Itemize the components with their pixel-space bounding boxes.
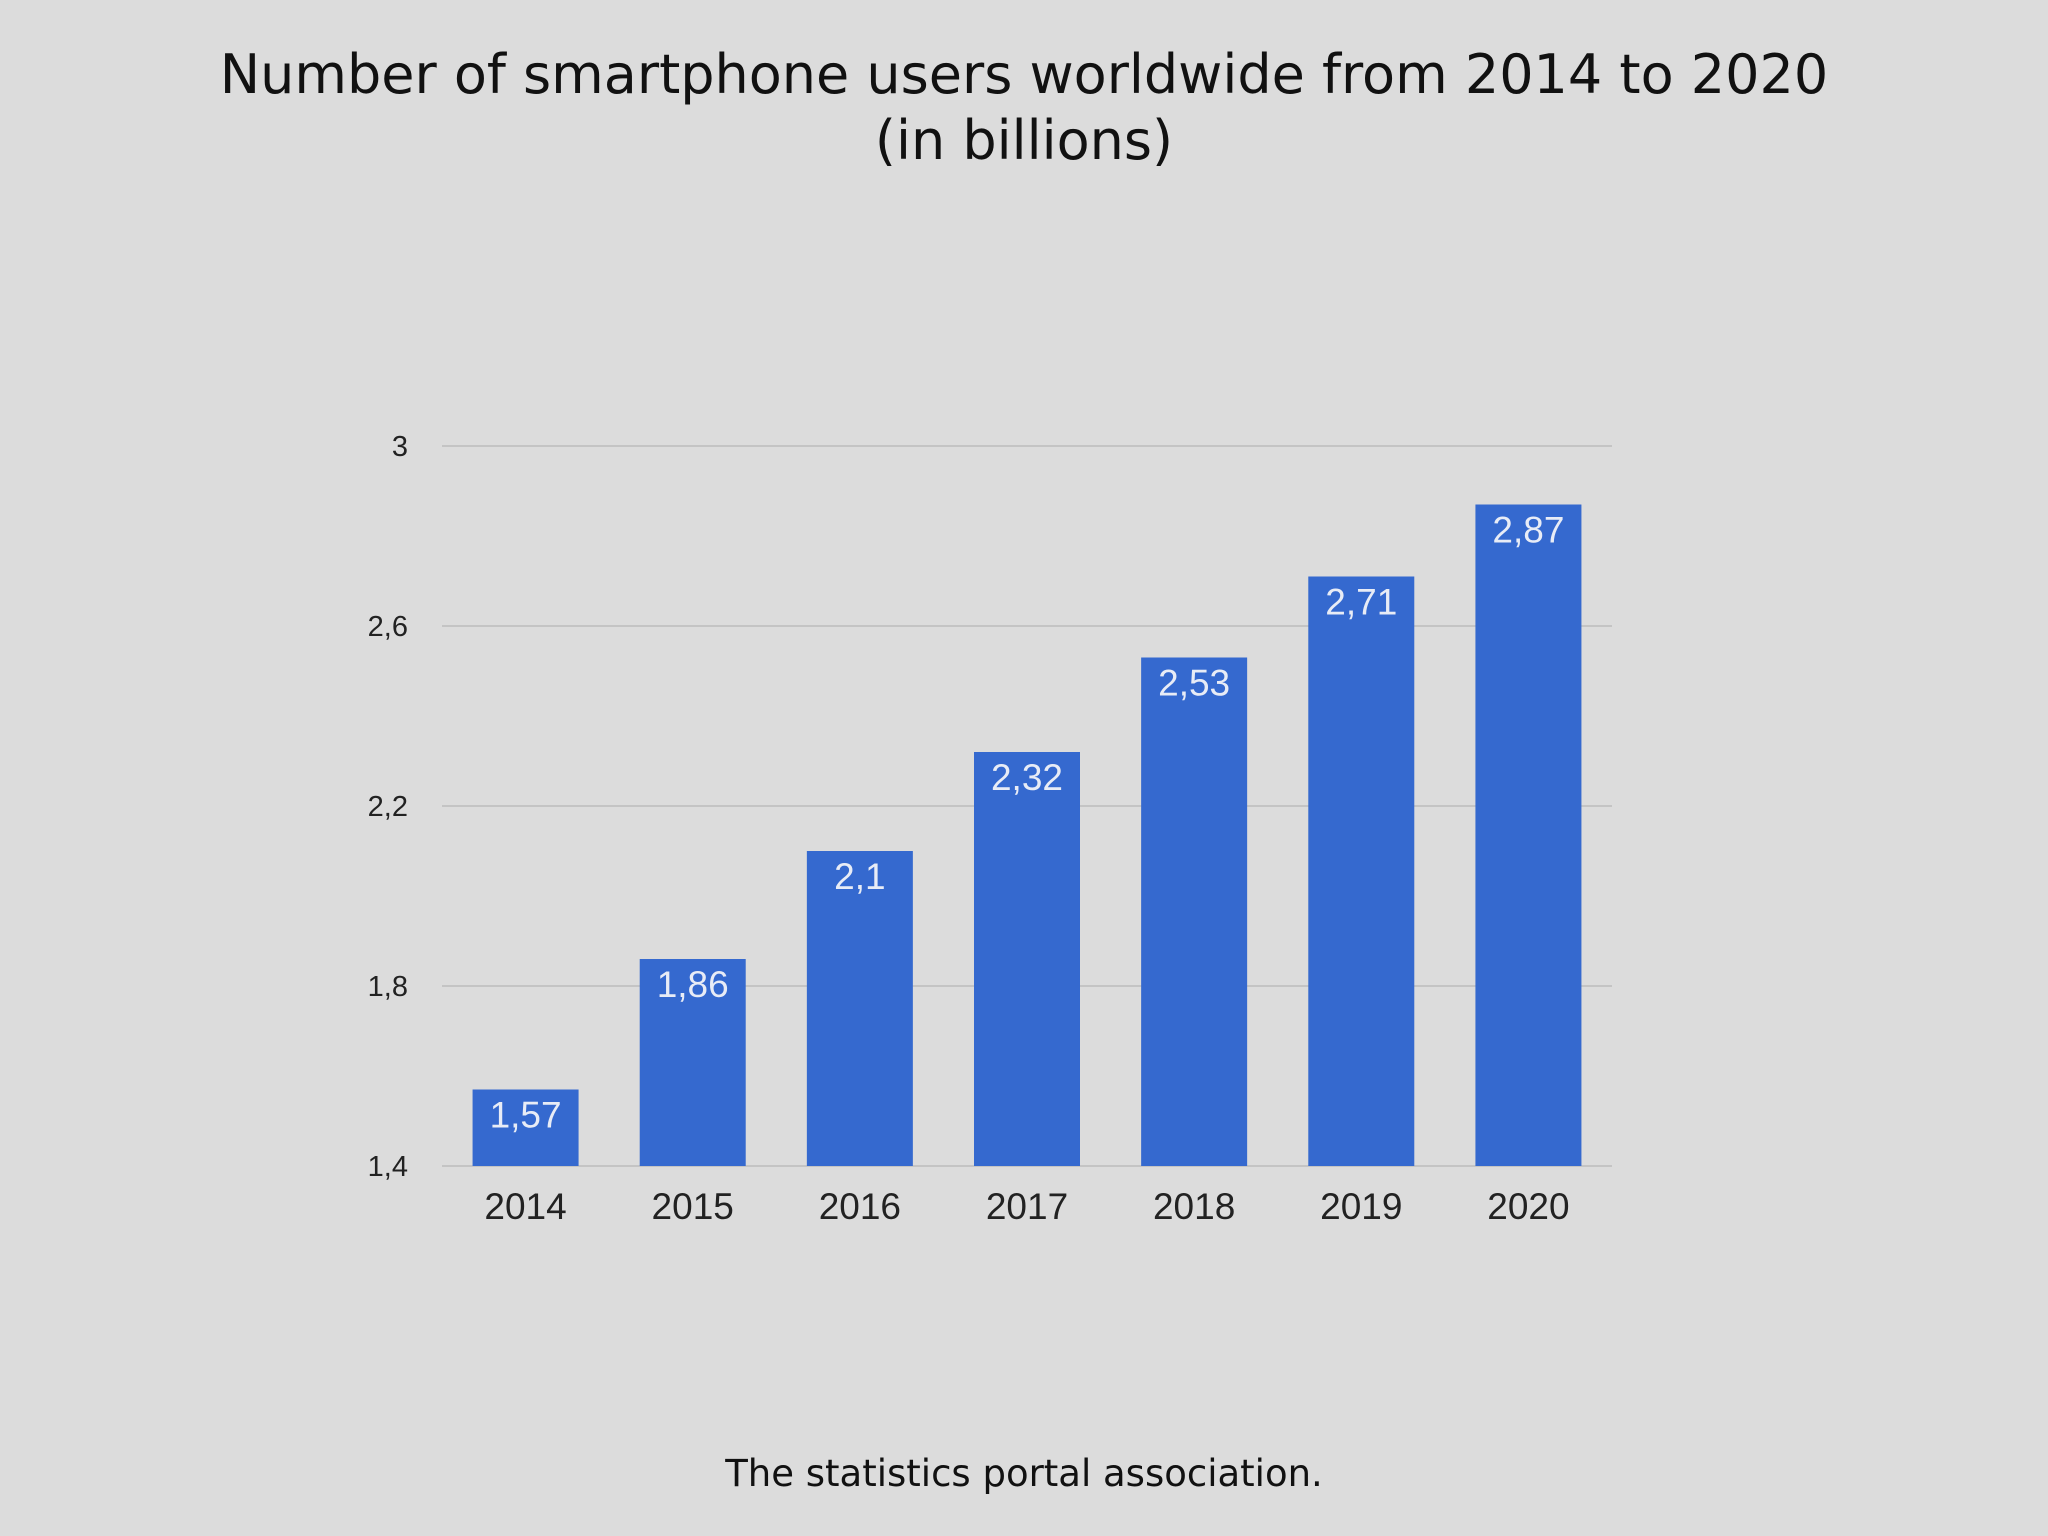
x-tick-label-2018: 2018 — [1153, 1186, 1235, 1227]
value-label-2020: 2,87 — [1492, 510, 1564, 551]
x-axis-labels: 2014 2015 2016 2017 2018 2019 2020 — [484, 1186, 1569, 1227]
y-tick-label: 1,8 — [368, 971, 408, 1003]
y-axis-ticks: 1,4 1,8 2,2 2,6 3 — [368, 431, 408, 1183]
y-tick-label: 2,2 — [368, 791, 408, 823]
value-label-2018: 2,53 — [1158, 663, 1230, 704]
y-tick-label: 3 — [392, 431, 408, 463]
y-tick-label: 1,4 — [368, 1151, 408, 1183]
value-labels: 1,57 1,86 2,1 2,32 2,53 2,71 2,87 — [490, 510, 1565, 1136]
chart-title: Number of smartphone users worldwide fro… — [0, 42, 2048, 174]
y-tick-label: 2,6 — [368, 611, 408, 643]
value-label-2019: 2,71 — [1325, 582, 1397, 623]
value-label-2015: 1,86 — [657, 964, 729, 1005]
x-tick-label-2016: 2016 — [819, 1186, 901, 1227]
value-label-2016: 2,1 — [834, 856, 885, 897]
bar-2014 — [472, 1089, 579, 1166]
bar-2016 — [806, 851, 913, 1166]
value-label-2014: 1,57 — [490, 1095, 562, 1136]
source-note: The statistics portal association. — [725, 1452, 1323, 1495]
bar-2019 — [1308, 576, 1415, 1166]
x-tick-label-2014: 2014 — [484, 1186, 566, 1227]
x-tick-label-2015: 2015 — [652, 1186, 734, 1227]
bars — [472, 504, 1582, 1166]
x-tick-label-2020: 2020 — [1487, 1186, 1569, 1227]
chart-title-line-2: (in billions) — [874, 109, 1174, 172]
value-label-2017: 2,32 — [991, 757, 1063, 798]
bar-2018 — [1141, 657, 1248, 1166]
bar-2015 — [639, 959, 746, 1166]
x-tick-label-2017: 2017 — [986, 1186, 1068, 1227]
bar-2017 — [974, 752, 1080, 1166]
chart-title-line-1: Number of smartphone users worldwide fro… — [219, 43, 1829, 106]
x-tick-label-2019: 2019 — [1320, 1186, 1402, 1227]
bar-2020 — [1475, 504, 1582, 1166]
